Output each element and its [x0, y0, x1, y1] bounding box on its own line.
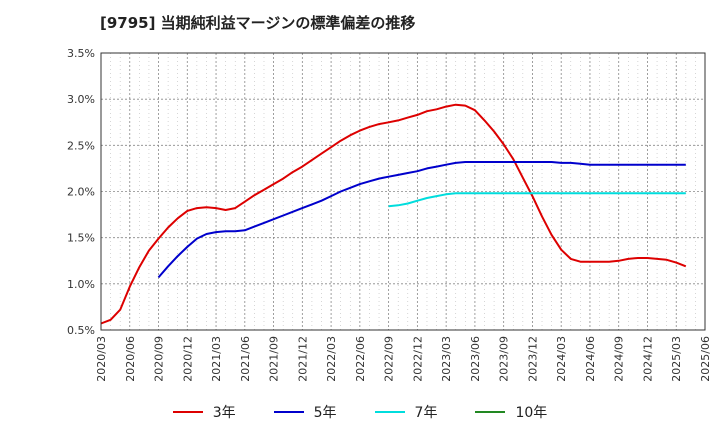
y-axis-ticks: 0.5% 1.0% 1.5% 2.0% 2.5% 3.0% 3.5%: [67, 47, 95, 337]
y-tick-label: 3.0%: [67, 93, 95, 106]
x-tick-label: 2022/06: [354, 336, 367, 382]
chart-title: [9795] 当期純利益マージンの標準偏差の推移: [100, 14, 416, 32]
x-tick-label: 2024/06: [584, 336, 597, 382]
legend-label: 10年: [515, 405, 548, 421]
x-tick-label: 2022/09: [383, 336, 396, 382]
x-tick-label: 2024/03: [555, 336, 568, 382]
x-tick-label: 2023/03: [440, 336, 453, 382]
series-lines: [100, 103, 687, 325]
x-tick-label: 2024/09: [613, 336, 626, 382]
plot-frame: [100, 52, 706, 331]
legend-label: 7年: [414, 405, 438, 421]
line-chart: 0.5%1.0%1.5%2.0%2.5%3.0%3.5% 2020/03 2020…: [67, 47, 712, 382]
x-tick-label: 2025/03: [670, 336, 683, 382]
series-line: [157, 161, 686, 279]
x-tick-label: 2023/06: [469, 336, 482, 382]
y-tick-label: 2.0%: [67, 186, 95, 199]
series-line: [100, 103, 687, 325]
legend-swatch: [273, 411, 304, 413]
x-tick-label: 2020/12: [181, 336, 194, 382]
legend-label: 3年: [212, 405, 236, 421]
y-tick-label: 1.5%: [67, 232, 95, 245]
y-tick-label: 0.5%: [67, 324, 95, 337]
x-tick-label: 2020/06: [124, 336, 137, 382]
x-tick-label: 2021/06: [239, 336, 252, 382]
grid: [100, 52, 706, 331]
legend: 3年 5年 7年 10年: [0, 402, 720, 422]
x-tick-label: 2021/03: [210, 336, 223, 382]
x-tick-label: 2024/12: [641, 336, 654, 382]
legend-item: 5年: [273, 402, 337, 422]
y-tick-label: 1.0%: [67, 278, 95, 291]
y-tick-label: 3.5%: [67, 47, 95, 60]
series-line: [388, 192, 686, 208]
legend-swatch: [475, 411, 506, 413]
legend-label: 5年: [313, 405, 337, 421]
x-tick-label: 2023/12: [526, 336, 539, 382]
x-tick-label: 2022/03: [325, 336, 338, 382]
x-tick-label: 2021/09: [268, 336, 281, 382]
legend-swatch: [172, 411, 203, 413]
x-tick-label: 2023/09: [498, 336, 511, 382]
x-tick-label: 2021/12: [296, 336, 309, 382]
legend-item: 7年: [374, 402, 438, 422]
x-tick-label: 2020/09: [153, 336, 166, 382]
legend-item: 10年: [475, 402, 547, 422]
x-tick-label: 2022/12: [411, 336, 424, 382]
legend-swatch: [374, 411, 405, 413]
x-tick-label: 2020/03: [95, 336, 108, 382]
y-tick-label: 2.5%: [67, 139, 95, 152]
x-tick-label: 2025/06: [699, 336, 712, 382]
legend-item: 3年: [172, 402, 236, 422]
x-axis-ticks: 2020/03 2020/06 2020/09 2020/12 2021/03 2021/…: [95, 336, 712, 382]
